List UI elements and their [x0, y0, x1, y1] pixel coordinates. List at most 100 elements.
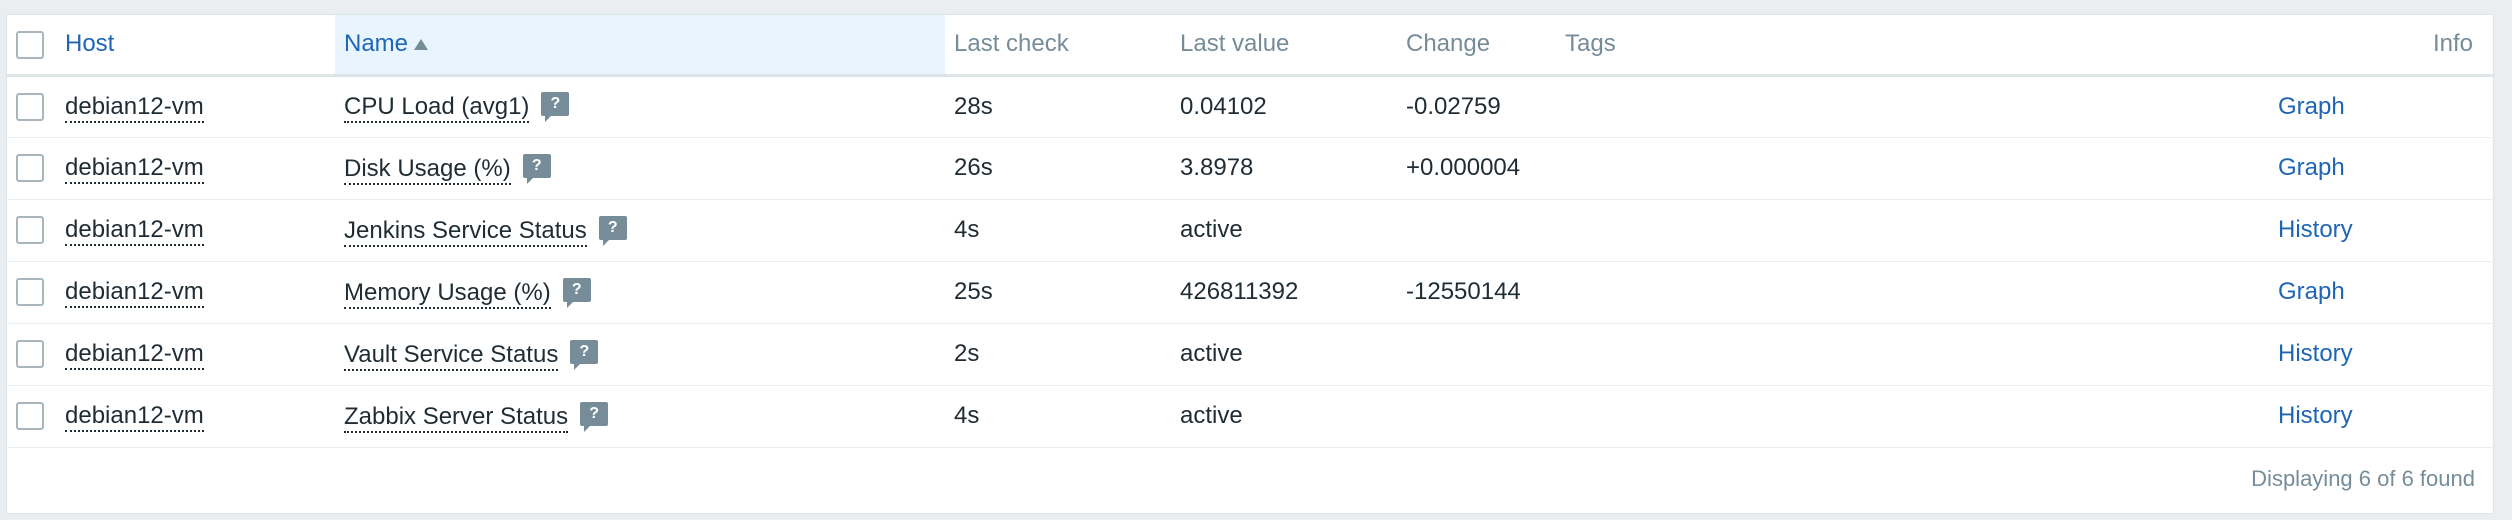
graph-history-link[interactable]: History: [2278, 340, 2353, 367]
host-link[interactable]: debian12-vm: [65, 402, 204, 432]
change-value: [1397, 216, 1406, 243]
header-name-label: Name: [344, 30, 409, 58]
table-header-row: Host Name Last check Last value Change T…: [7, 15, 2495, 75]
row-select-cell: [7, 385, 65, 447]
row-last-value-cell: active: [1171, 199, 1397, 261]
last-check-value: 4s: [954, 402, 980, 429]
last-value: active: [1180, 216, 1243, 243]
graph-history-link[interactable]: History: [2278, 402, 2353, 429]
row-last-check-cell: 4s: [945, 385, 1171, 447]
item-name-link[interactable]: CPU Load (avg1): [344, 93, 530, 123]
question-hint-icon[interactable]: ?: [570, 339, 599, 370]
item-name-link[interactable]: Vault Service Status: [344, 340, 559, 371]
host-link[interactable]: debian12-vm: [65, 216, 204, 246]
last-value: 426811392: [1180, 278, 1299, 305]
row-host-cell: debian12-vm: [65, 137, 335, 199]
graph-history-link[interactable]: History: [2278, 216, 2353, 243]
last-check-value: 2s: [954, 340, 980, 367]
row-host-cell: debian12-vm: [65, 323, 335, 385]
host-link[interactable]: debian12-vm: [65, 154, 204, 184]
row-info-cell: History: [2278, 323, 2495, 385]
row-select-cell: [7, 137, 65, 199]
item-name-link[interactable]: Jenkins Service Status: [344, 216, 587, 247]
row-last-check-cell: 2s: [945, 323, 1171, 385]
row-change-cell: [1397, 385, 1565, 447]
row-host-cell: debian12-vm: [65, 261, 335, 323]
row-info-cell: Graph: [2278, 137, 2495, 199]
question-hint-icon[interactable]: ?: [580, 401, 609, 432]
row-name-cell: Vault Service Status?: [335, 323, 945, 385]
question-hint-icon[interactable]: ?: [541, 92, 570, 122]
graph-history-link[interactable]: Graph: [2278, 154, 2345, 181]
row-tags-cell: [1565, 261, 2278, 323]
sort-ascending-icon: [414, 39, 429, 51]
graph-history-link[interactable]: Graph: [2278, 278, 2345, 305]
header-last-value-label: Last value: [1180, 30, 1290, 58]
header-info-label: Info: [2432, 30, 2473, 58]
host-link[interactable]: debian12-vm: [65, 278, 204, 308]
table-row: debian12-vm Zabbix Server Status? 4s act…: [7, 385, 2495, 447]
item-name-link[interactable]: Disk Usage (%): [344, 154, 511, 185]
row-name-cell: Zabbix Server Status?: [335, 385, 945, 447]
host-link[interactable]: debian12-vm: [65, 340, 204, 370]
item-name-link[interactable]: Zabbix Server Status: [344, 402, 569, 433]
graph-history-link[interactable]: Graph: [2278, 92, 2345, 120]
row-checkbox[interactable]: [16, 92, 44, 121]
row-change-cell: [1397, 199, 1565, 261]
header-change: Change: [1397, 15, 1565, 75]
row-checkbox[interactable]: [16, 402, 44, 431]
row-change-cell: -12550144: [1397, 261, 1565, 323]
question-hint-icon[interactable]: ?: [598, 215, 627, 246]
select-all-cell: [7, 15, 65, 75]
last-value: active: [1180, 402, 1243, 429]
row-last-value-cell: active: [1171, 385, 1397, 447]
table-row: debian12-vm Memory Usage (%)? 25s 426811…: [7, 261, 2495, 323]
row-select-cell: [7, 323, 65, 385]
table-row: debian12-vm CPU Load (avg1)? 28s 0.04102…: [7, 75, 2495, 137]
header-info: Info: [2278, 15, 2495, 75]
header-last-value: Last value: [1171, 15, 1397, 75]
row-name-cell: Disk Usage (%)?: [335, 137, 945, 199]
row-info-cell: History: [2278, 199, 2495, 261]
last-value: 3.8978: [1180, 154, 1254, 181]
header-change-label: Change: [1406, 30, 1491, 58]
row-info-cell: History: [2278, 385, 2495, 447]
row-checkbox[interactable]: [16, 216, 44, 245]
row-tags-cell: [1565, 199, 2278, 261]
row-select-cell: [7, 75, 65, 137]
row-checkbox[interactable]: [16, 154, 44, 183]
header-tags-label: Tags: [1565, 30, 1616, 58]
host-link[interactable]: debian12-vm: [65, 92, 204, 123]
table-row: debian12-vm Vault Service Status? 2s act…: [7, 323, 2495, 385]
question-hint-icon[interactable]: ?: [522, 153, 551, 184]
question-hint-icon[interactable]: ?: [562, 277, 591, 308]
table-footer-summary: Displaying 6 of 6 found: [2251, 466, 2475, 491]
last-check-value: 28s: [954, 92, 993, 120]
last-check-value: 4s: [954, 216, 980, 243]
row-checkbox[interactable]: [16, 278, 44, 307]
change-value: -0.02759: [1406, 92, 1501, 120]
row-last-check-cell: 4s: [945, 199, 1171, 261]
item-name-link[interactable]: Memory Usage (%): [344, 278, 551, 309]
row-host-cell: debian12-vm: [65, 199, 335, 261]
header-host-label: Host: [65, 30, 115, 58]
row-tags-cell: [1565, 137, 2278, 199]
last-check-value: 26s: [954, 154, 993, 181]
table-row: debian12-vm Jenkins Service Status? 4s a…: [7, 199, 2495, 261]
last-check-value: 25s: [954, 278, 993, 305]
row-last-value-cell: 3.8978: [1171, 137, 1397, 199]
header-last-check: Last check: [945, 15, 1171, 75]
row-checkbox[interactable]: [16, 340, 44, 369]
last-value: 0.04102: [1180, 92, 1267, 120]
row-last-check-cell: 26s: [945, 137, 1171, 199]
row-last-check-cell: 25s: [945, 261, 1171, 323]
header-name[interactable]: Name: [335, 15, 945, 75]
row-select-cell: [7, 261, 65, 323]
row-last-value-cell: 0.04102: [1171, 75, 1397, 137]
header-host[interactable]: Host: [65, 15, 335, 75]
last-value: active: [1180, 340, 1243, 367]
row-name-cell: CPU Load (avg1)?: [335, 75, 945, 137]
select-all-checkbox[interactable]: [16, 30, 44, 59]
row-tags-cell: [1565, 75, 2278, 137]
row-change-cell: [1397, 323, 1565, 385]
